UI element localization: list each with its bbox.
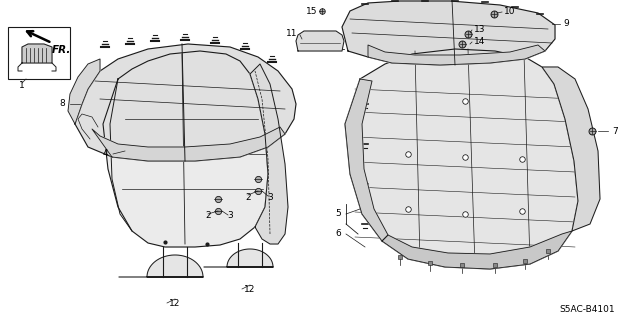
Text: 4: 4 (102, 150, 108, 159)
Text: 1: 1 (19, 80, 25, 90)
Polygon shape (68, 59, 100, 124)
Text: 15: 15 (307, 6, 317, 16)
Polygon shape (342, 1, 555, 65)
Polygon shape (22, 44, 52, 63)
Polygon shape (368, 45, 545, 65)
Text: 11: 11 (286, 29, 298, 39)
Text: 14: 14 (474, 38, 486, 47)
Text: 2: 2 (245, 192, 251, 202)
Text: 3: 3 (267, 192, 273, 202)
Polygon shape (92, 127, 285, 161)
Text: 5: 5 (335, 210, 341, 219)
Polygon shape (345, 79, 388, 241)
Bar (8, 27, 70, 79)
Text: 7: 7 (612, 127, 618, 136)
Polygon shape (250, 64, 288, 244)
Text: 8: 8 (59, 100, 65, 108)
Text: S5AC-B4101: S5AC-B4101 (559, 305, 615, 314)
Polygon shape (75, 44, 296, 161)
Polygon shape (103, 51, 268, 247)
Polygon shape (345, 49, 578, 269)
Text: 9: 9 (563, 19, 569, 28)
Polygon shape (542, 67, 600, 231)
Polygon shape (382, 231, 572, 269)
Text: 12: 12 (244, 285, 256, 293)
Polygon shape (204, 249, 273, 267)
Text: 2: 2 (205, 211, 211, 220)
Text: 10: 10 (504, 8, 516, 17)
Text: FR.: FR. (52, 45, 72, 55)
Polygon shape (119, 255, 203, 277)
Text: 6: 6 (335, 229, 341, 239)
Text: 3: 3 (227, 211, 233, 220)
Text: 13: 13 (474, 25, 486, 33)
Polygon shape (296, 31, 344, 51)
Text: 12: 12 (170, 299, 180, 308)
